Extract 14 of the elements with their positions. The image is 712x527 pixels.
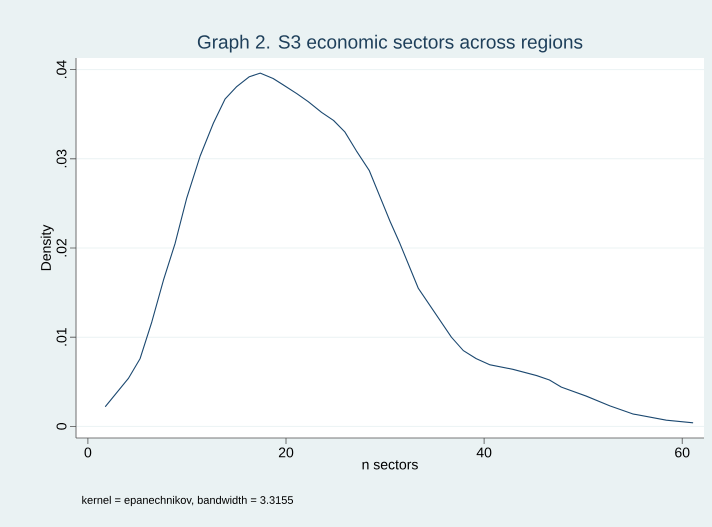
x-tick-label: 40 <box>476 448 492 458</box>
y-tick-label: .04 <box>56 60 66 78</box>
chart-title: Graph 2. S3 economic sectors across regions <box>198 34 582 52</box>
x-tick-label: 60 <box>675 448 690 458</box>
y-axis-title: Density <box>40 224 54 270</box>
y-tick-label: 0 <box>56 423 66 430</box>
y-tick-label: .03 <box>56 150 66 168</box>
x-tick-label: 0 <box>84 448 92 458</box>
x-tick-label: 20 <box>278 448 294 458</box>
y-tick-label: .02 <box>56 238 66 256</box>
text: kernel = epanechnikov, bandwidth = 3.3155 <box>82 496 294 506</box>
y-tick-label: .01 <box>56 328 66 346</box>
line-series <box>104 72 694 424</box>
x-axis-title: n sectors <box>362 460 418 470</box>
